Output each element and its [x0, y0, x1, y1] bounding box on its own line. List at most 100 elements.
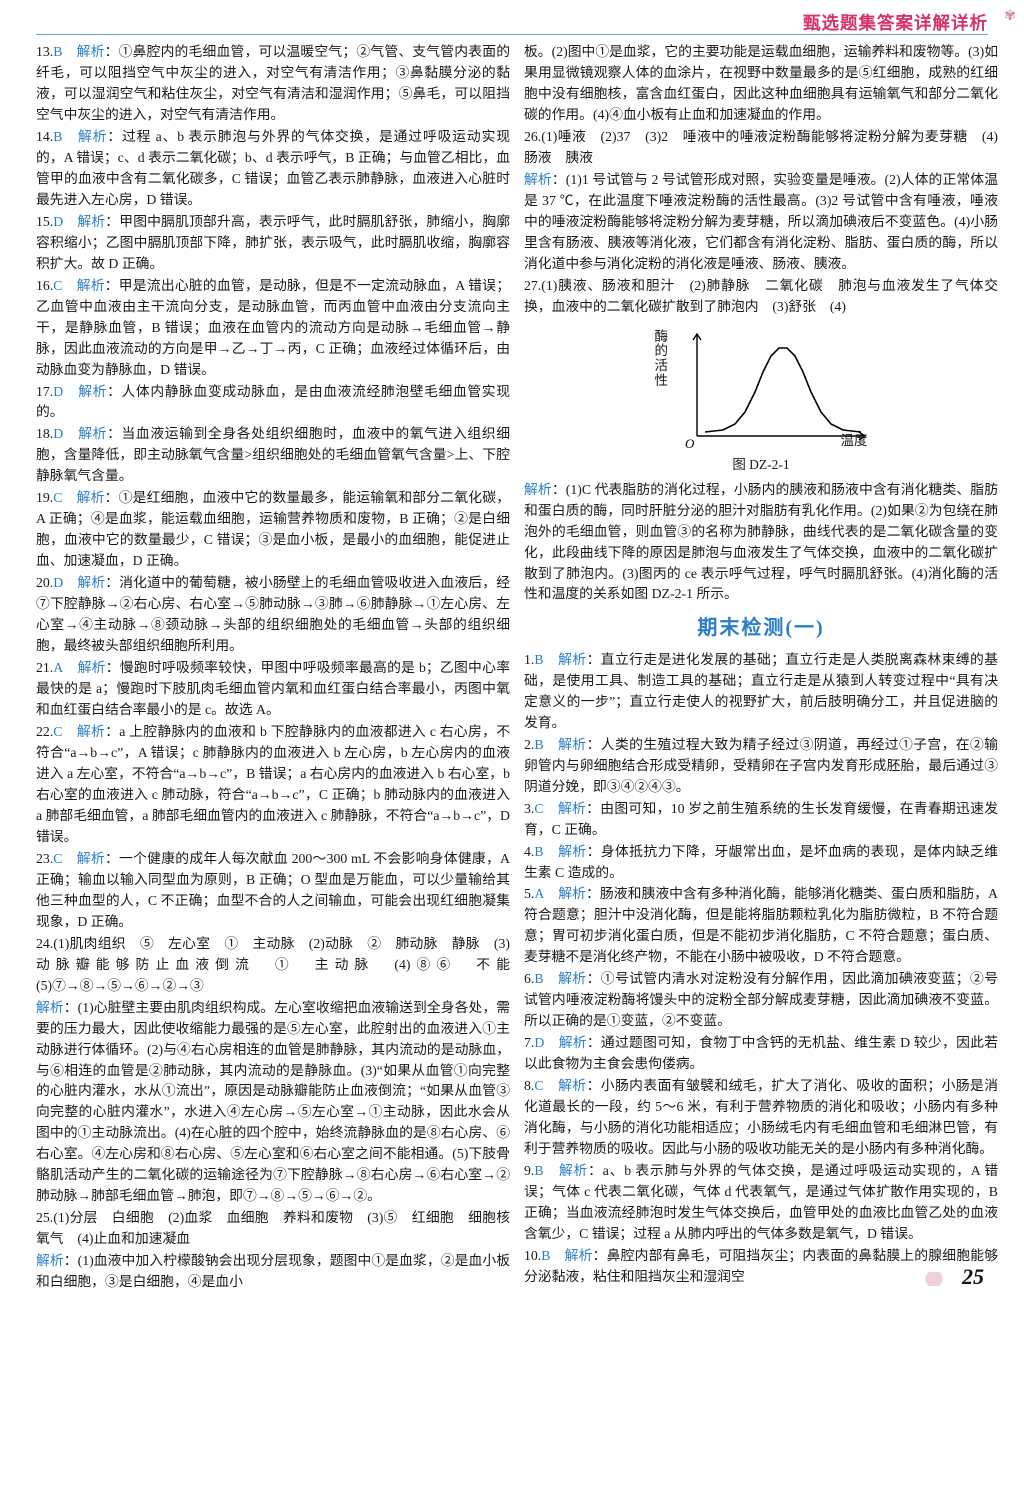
answer-entry: 19.C 解析：①是红细胞，血液中它的数量最多，能运输氧和部分二氧化碳，A 正确… — [36, 488, 510, 572]
answer-entry: 22.C 解析：a 上腔静脉内的血液和 b 下腔静脉内的血液都进入 c 右心房，… — [36, 722, 510, 848]
entry-answer: D — [53, 214, 63, 229]
entry-text: ：(1)C 代表脂肪的消化过程，小肠内的胰液和肠液中含有消化糖类、脂肪和蛋白质的… — [524, 482, 998, 602]
analysis-label: 解析 — [558, 801, 586, 816]
analysis-label: 解析 — [36, 1253, 64, 1268]
entry-answer: B — [53, 129, 62, 144]
analysis-label: 解析 — [558, 844, 586, 859]
entry-number: 22. — [36, 724, 53, 739]
answer-entry: 9.B 解析：a、b 表示肺与外界的气体交换，是通过呼吸运动实现的，A 错误；气… — [524, 1161, 998, 1245]
entry-text: ：肠液和胰液中含有多种消化酶，能够消化糖类、蛋白质和脂肪，A 符合题意；胆汁中没… — [524, 886, 998, 964]
entry-number: 16. — [36, 278, 53, 293]
entry-number: 24. — [36, 936, 53, 951]
entry-text: ：a 上腔静脉内的血液和 b 下腔静脉内的血液都进入 c 右心房，不符合“a→b… — [36, 724, 510, 844]
answer-entry: 24.(1)肌肉组织 ⑤ 左心室 ① 主动脉 (2)动脉 ② 肺动脉 静脉 (3… — [36, 934, 510, 997]
entry-answer: B — [534, 844, 543, 859]
analysis-label: 解析 — [77, 575, 105, 590]
answer-entry: 18.D 解析：当血液运输到全身各处组织细胞时，血液中的氧气进入组织细胞，含量降… — [36, 424, 510, 487]
pagenum-ornament — [914, 1272, 954, 1286]
analysis-label: 解析 — [558, 737, 586, 752]
entry-text: ：人类的生殖过程大致为精子经过③阴道，再经过①子宫，在②输卵管内与卵细胞结合形成… — [524, 737, 998, 794]
answer-entry: 2.B 解析：人类的生殖过程大致为精子经过③阴道，再经过①子宫，在②输卵管内与卵… — [524, 735, 998, 798]
entry-number: 17. — [36, 384, 53, 399]
entry-text: 板。(2)图中①是血浆，它的主要功能是运载血细胞，运输养料和废物等。(3)如果用… — [524, 44, 998, 122]
analysis-label: 解析 — [558, 886, 586, 901]
entry-answer: D — [53, 426, 63, 441]
entry-number: 2. — [524, 737, 534, 752]
entry-text: ：(1)心脏壁主要由肌肉组织构成。左心室收缩把血液输送到全身各处，需要的压力最大… — [36, 1000, 510, 1204]
entry-answer: C — [53, 724, 62, 739]
entry-number: 5. — [524, 886, 534, 901]
entry-text: ：由图可知，10 岁之前生殖系统的生长发育缓慢，在青春期迅速发育，C 正确。 — [524, 801, 998, 837]
answer-entry: 26.(1)唾液 (2)37 (3)2 唾液中的唾液淀粉酶能够将淀粉分解为麦芽糖… — [524, 127, 998, 169]
entry-number: 15. — [36, 214, 53, 229]
entry-text: (1)肌肉组织 ⑤ 左心室 ① 主动脉 (2)动脉 ② 肺动脉 静脉 (3)动脉… — [36, 936, 524, 993]
analysis-label: 解析 — [78, 129, 107, 144]
entry-text: ：人体内静脉血变成动脉血，是由血液流经肺泡壁毛细血管实现的。 — [36, 384, 510, 420]
chart-caption: 图 DZ-2-1 — [732, 455, 789, 476]
answer-entry: 板。(2)图中①是血浆，它的主要功能是运载血细胞，运输养料和废物等。(3)如果用… — [524, 42, 998, 126]
entry-answer: B — [534, 971, 543, 986]
entry-answer: D — [53, 575, 63, 590]
entry-text: ：①是红细胞，血液中它的数量最多，能运输氧和部分二氧化碳，A 正确；④是血浆，能… — [36, 490, 510, 568]
svg-text:O: O — [685, 436, 695, 449]
entry-text: ：(1)1 号试管与 2 号试管形成对照，实验变量是唾液。(2)人体的正常体温是… — [524, 172, 998, 271]
entry-text: (1)胰液、肠液和胆汁 (2)肺静脉 二氧化碳 肺泡与血液发生了气体交换，血液中… — [524, 278, 998, 314]
entry-number: 23. — [36, 851, 53, 866]
answer-entry: 14.B 解析：过程 a、b 表示肺泡与外界的气体交换，是通过呼吸运动实现的，A… — [36, 127, 510, 211]
entry-number: 18. — [36, 426, 53, 441]
entry-text: ：a、b 表示肺与外界的气体交换，是通过呼吸运动实现的，A 错误；气体 c 代表… — [524, 1163, 998, 1241]
analysis-label: 解析 — [78, 660, 106, 675]
entry-text: ：甲图中膈肌顶部升高，表示呼气，此时膈肌舒张，肺缩小，胸廓容积缩小；乙图中膈肌顶… — [36, 214, 510, 271]
answer-entry: 7.D 解析：通过题图可知，食物丁中含钙的无机盐、维生素 D 较少，因此若以此食… — [524, 1033, 998, 1075]
analysis-label: 解析 — [524, 172, 552, 187]
analysis-label: 解析 — [77, 490, 105, 505]
entry-number: 14. — [36, 129, 53, 144]
answer-entry: 8.C 解析：小肠内表面有皱襞和绒毛，扩大了消化、吸收的面积；小肠是消化道最长的… — [524, 1076, 998, 1160]
page-root: 甄选题集答案详解详析 ✾ 13.B 解析：①鼻腔内的毛细血管，可以温暖空气；②气… — [0, 0, 1024, 1304]
entry-text: ：甲是流出心脏的血管，是动脉，但是不一定流动脉血，A 错误；乙血管中血液由主干流… — [36, 278, 510, 377]
entry-text: ：慢跑时呼吸频率较快，甲图中呼吸频率最高的是 b；乙图中心率最快的是 a；慢跑时… — [36, 660, 510, 717]
answer-entry: 3.C 解析：由图可知，10 岁之前生殖系统的生长发育缓慢，在青春期迅速发育，C… — [524, 799, 998, 841]
analysis-label: 解析 — [558, 971, 586, 986]
entry-answer: C — [53, 851, 62, 866]
answer-entry: 5.A 解析：肠液和胰液中含有多种消化酶，能够消化糖类、蛋白质和脂肪，A 符合题… — [524, 884, 998, 968]
entry-answer: B — [534, 737, 543, 752]
answer-entry: 21.A 解析：慢跑时呼吸频率较快，甲图中呼吸频率最高的是 b；乙图中心率最快的… — [36, 658, 510, 721]
entry-answer: C — [53, 278, 62, 293]
entry-number: 7. — [524, 1035, 534, 1050]
entry-number: 10. — [524, 1248, 541, 1263]
entry-answer: B — [534, 1163, 543, 1178]
page-number: 25 — [962, 1264, 984, 1290]
entry-answer: B — [541, 1248, 550, 1263]
entry-text: ：小肠内表面有皱襞和绒毛，扩大了消化、吸收的面积；小肠是消化道最长的一段，约 5… — [524, 1078, 998, 1156]
header-ornament: ✾ — [1004, 8, 1016, 25]
entry-number: 4. — [524, 844, 534, 859]
answer-entry: 15.D 解析：甲图中膈肌顶部升高，表示呼气，此时膈肌舒张，肺缩小，胸廓容积缩小… — [36, 212, 510, 275]
entry-text: ：通过题图可知，食物丁中含钙的无机盐、维生素 D 较少，因此若以此食物为主食会患… — [524, 1035, 998, 1071]
entry-number: 21. — [36, 660, 53, 675]
entry-text: ：身体抵抗力下降，牙龈常出血，是坏血病的表现，是体内缺乏维生素 C 造成的。 — [524, 844, 998, 880]
answer-entry: 25.(1)分层 白细胞 (2)血浆 血细胞 养料和废物 (3)⑤ 红细胞 细胞… — [36, 1208, 510, 1250]
entry-text: (1)分层 白细胞 (2)血浆 血细胞 养料和废物 (3)⑤ 红细胞 细胞核 氧… — [36, 1210, 524, 1246]
analysis-label: 解析 — [524, 482, 552, 497]
analysis-label: 解析 — [77, 851, 105, 866]
entry-number: 26. — [524, 129, 541, 144]
entry-answer: C — [534, 801, 543, 816]
answer-entry: 16.C 解析：甲是流出心脏的血管，是动脉，但是不一定流动脉血，A 错误；乙血管… — [36, 276, 510, 381]
entry-text: ：①鼻腔内的毛细血管，可以温暖空气；②气管、支气管内表面的纤毛，可以阻挡空气中灰… — [36, 44, 510, 122]
answer-entry: 20.D 解析：消化道中的葡萄糖，被小肠壁上的毛细血管吸收进入血液后，经⑦下腔静… — [36, 573, 510, 657]
analysis-label: 解析 — [78, 426, 107, 441]
analysis-label: 解析 — [559, 1163, 588, 1178]
chart-y-label: 酶的活性 — [655, 330, 671, 389]
analysis-label: 解析 — [559, 1035, 587, 1050]
answer-entry: 27.(1)胰液、肠液和胆汁 (2)肺静脉 二氧化碳 肺泡与血液发生了气体交换，… — [524, 276, 998, 318]
answer-entry: 17.D 解析：人体内静脉血变成动脉血，是由血液流经肺泡壁毛细血管实现的。 — [36, 382, 510, 424]
entry-answer: D — [534, 1035, 544, 1050]
entry-answer: C — [53, 490, 62, 505]
entry-answer: B — [53, 44, 62, 59]
answer-entry: 解析：(1)C 代表脂肪的消化过程，小肠内的胰液和肠液中含有消化糖类、脂肪和蛋白… — [524, 480, 998, 606]
entry-number: 6. — [524, 971, 534, 986]
entry-answer: B — [534, 652, 543, 667]
header-rule — [36, 34, 988, 35]
answer-entry: 4.B 解析：身体抵抗力下降，牙龈常出血，是坏血病的表现，是体内缺乏维生素 C … — [524, 842, 998, 884]
